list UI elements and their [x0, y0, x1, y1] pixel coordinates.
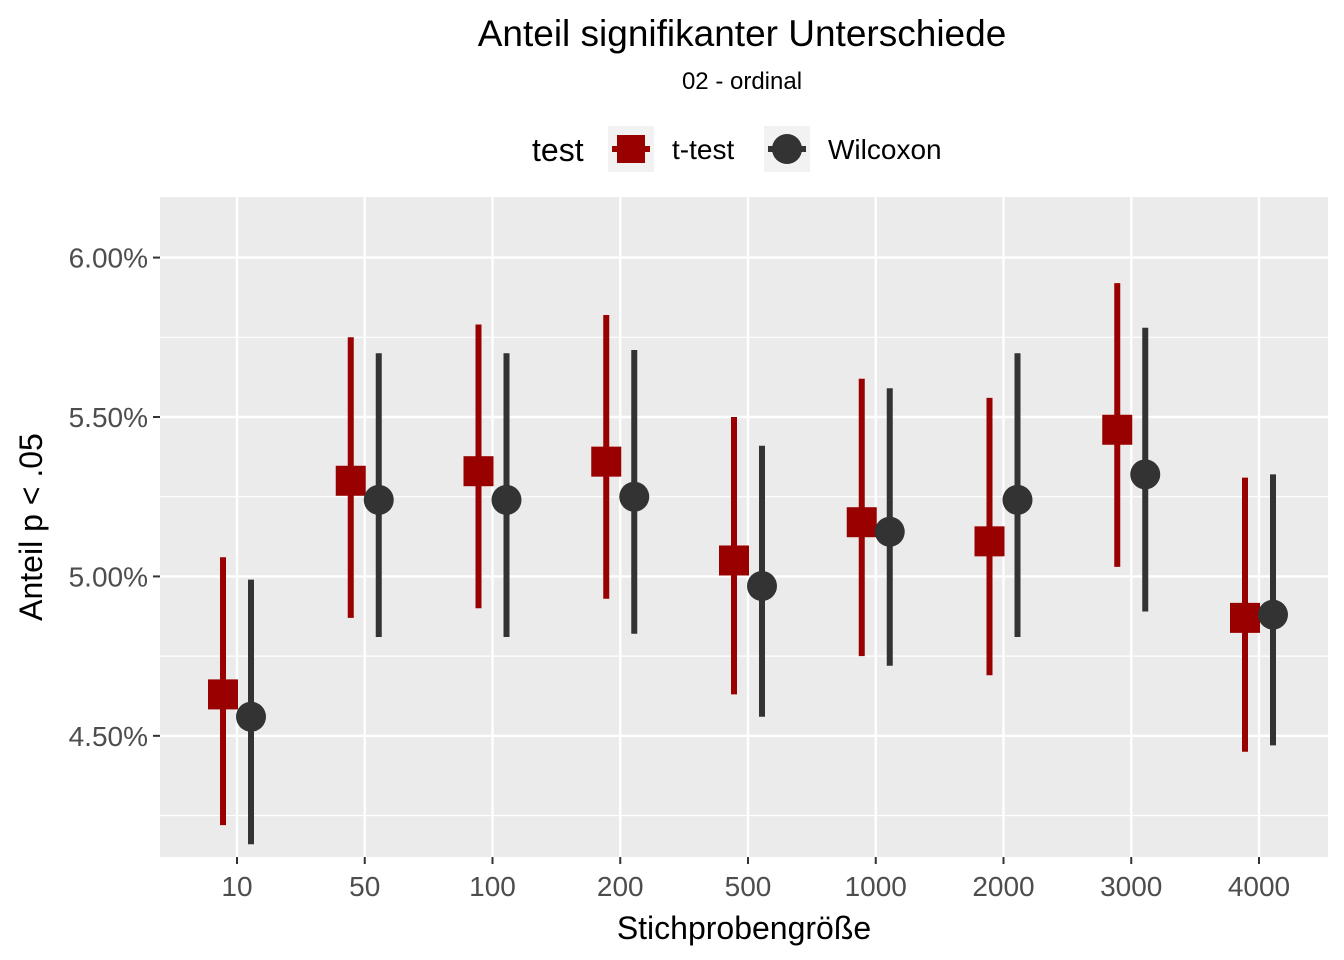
y-tick-label: 5.00% — [69, 561, 148, 592]
gridlines — [160, 197, 1328, 857]
point-wilcoxon — [1130, 459, 1161, 490]
legend-label-ttest: t-test — [672, 134, 734, 165]
x-tick-label: 3000 — [1100, 871, 1162, 902]
x-tick-label: 1000 — [845, 871, 907, 902]
point-ttest — [846, 507, 877, 538]
x-tick-label: 500 — [725, 871, 772, 902]
point-wilcoxon — [1002, 484, 1033, 515]
x-tick-label: 200 — [597, 871, 644, 902]
point-ttest — [1230, 602, 1260, 633]
x-tick-label: 50 — [349, 871, 380, 902]
x-tick-label: 4000 — [1228, 871, 1290, 902]
x-tick-label: 2000 — [972, 871, 1034, 902]
point-wilcoxon — [874, 516, 905, 547]
chart-subtitle: 02 - ordinal — [682, 68, 802, 95]
legend: test t-test Wilcoxon — [532, 126, 942, 172]
x-tick-label: 100 — [469, 871, 516, 902]
point-ttest — [335, 465, 366, 496]
point-wilcoxon — [491, 484, 522, 515]
legend-label-wilcoxon: Wilcoxon — [828, 134, 942, 165]
point-ttest — [208, 679, 238, 710]
chart-title: Anteil signifikanter Unterschiede — [478, 13, 1007, 54]
point-ttest — [719, 545, 749, 576]
point-ttest — [463, 456, 494, 487]
point-ttest — [591, 446, 622, 477]
point-wilcoxon — [363, 484, 394, 515]
x-tick-label: 10 — [221, 871, 252, 902]
legend-title: test — [532, 132, 584, 168]
x-axis-title: Stichprobengröße — [617, 910, 871, 946]
y-axis-title: Anteil p < .05 — [13, 433, 49, 621]
data-marks — [208, 283, 1288, 845]
point-ttest — [974, 526, 1005, 557]
point-wilcoxon — [747, 570, 777, 601]
y-tick-label: 6.00% — [69, 243, 148, 274]
legend-key-ttest-square — [617, 135, 645, 163]
point-wilcoxon — [236, 701, 266, 732]
x-axis: 10 50 100 200 500 1000 2000 3000 4000 — [221, 857, 1290, 902]
y-tick-label: 4.50% — [69, 721, 148, 752]
y-axis: 4.50% 5.00% 5.50% 6.00% — [69, 243, 160, 752]
plot-panel — [160, 197, 1328, 857]
point-wilcoxon — [619, 481, 650, 512]
point-ttest — [1102, 414, 1133, 445]
y-tick-label: 5.50% — [69, 402, 148, 433]
legend-key-wilcoxon-circle — [772, 134, 802, 164]
point-wilcoxon — [1258, 599, 1288, 630]
